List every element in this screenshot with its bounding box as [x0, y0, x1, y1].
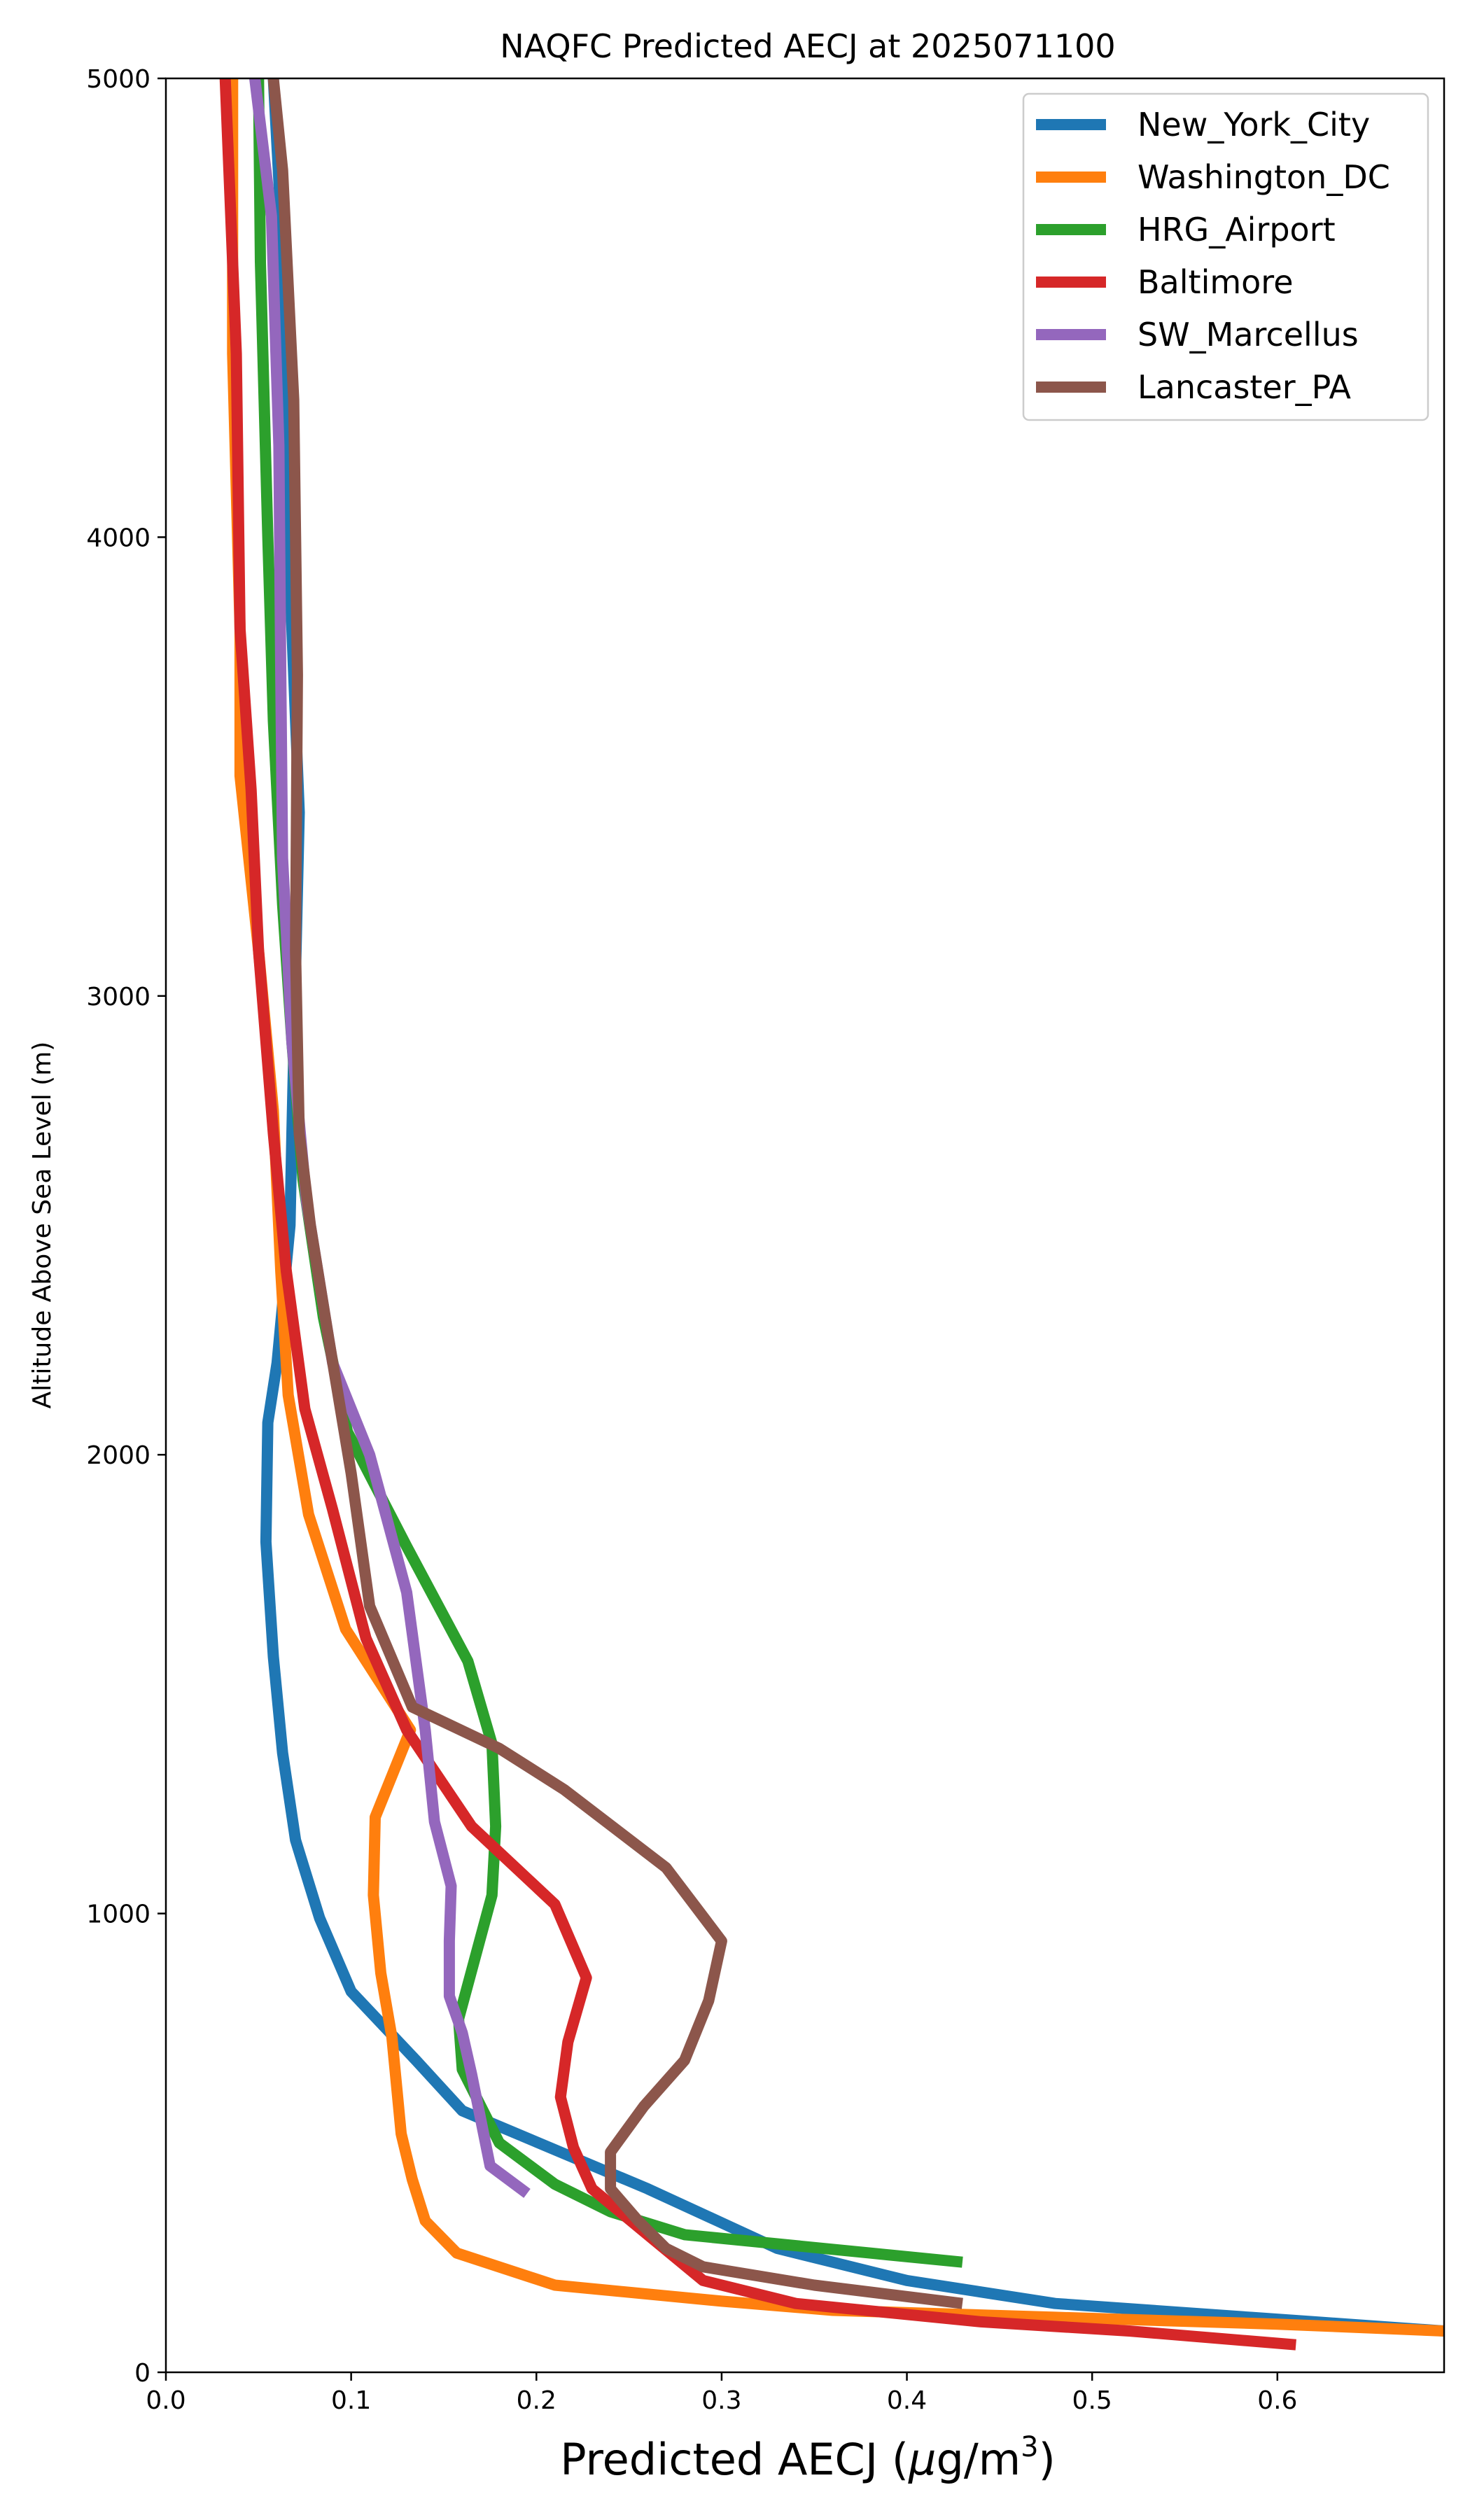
x-tick-label: 0.4: [887, 2386, 927, 2415]
legend-label-lancaster-pa: Lancaster_PA: [1138, 368, 1351, 406]
y-axis-label: Altitude Above Sea Level (m): [28, 1042, 57, 1409]
y-tick-label: 3000: [86, 983, 150, 1011]
x-tick-label: 0.0: [146, 2386, 186, 2415]
x-tick-label: 0.1: [331, 2386, 371, 2415]
legend-label-baltimore: Baltimore: [1138, 263, 1294, 301]
x-tick-label: 0.3: [701, 2386, 741, 2415]
chart-title: NAQFC Predicted AECJ at 2025071100: [500, 27, 1115, 65]
legend-label-hrg-airport: HRG_Airport: [1138, 211, 1336, 248]
y-tick-label: 4000: [86, 524, 150, 552]
x-tick-label: 0.5: [1072, 2386, 1112, 2415]
x-axis: 0.0 0.1 0.2 0.3 0.4 0.5 0.6: [146, 2372, 1297, 2415]
legend: New_York_City Washington_DC HRG_Airport Bal…: [1022, 92, 1429, 421]
x-axis-label-exponent: 3: [1021, 2431, 1038, 2463]
x-tick-label: 0.2: [517, 2386, 556, 2415]
legend-label-washington-dc: Washington_DC: [1138, 158, 1390, 196]
x-axis-label-unit: g/m: [936, 2434, 1021, 2485]
legend-label-sw-marcellus: SW_Marcellus: [1138, 316, 1359, 354]
series-layer: [219, 78, 1444, 2351]
plot-area: [164, 77, 1446, 2374]
legend-box: [1022, 92, 1429, 421]
x-axis-label-prefix: Predicted AECJ (: [560, 2434, 909, 2485]
y-tick-label: 0: [134, 2359, 150, 2388]
y-tick-label: 5000: [86, 65, 150, 94]
x-axis-label-mu: μ: [908, 2434, 936, 2485]
legend-label-new-york-city: New_York_City: [1138, 106, 1370, 144]
x-tick-label: 0.6: [1257, 2386, 1297, 2415]
y-axis: 0 1000 2000 3000 4000 5000: [86, 65, 166, 2388]
series-line-sw-marcellus: [249, 78, 531, 2198]
series-line-baltimore: [219, 78, 1296, 2351]
x-axis-label: Predicted AECJ (μg/m3): [560, 2431, 1056, 2485]
plot-frame: [164, 77, 1446, 2374]
y-tick-label: 1000: [86, 1900, 150, 1929]
series-line-lancaster-pa: [267, 78, 963, 2309]
x-axis-label-suffix: ): [1039, 2434, 1056, 2485]
legend-items: New_York_City Washington_DC HRG_Airport Bal…: [1036, 106, 1390, 406]
y-tick-label: 2000: [86, 1441, 150, 1470]
